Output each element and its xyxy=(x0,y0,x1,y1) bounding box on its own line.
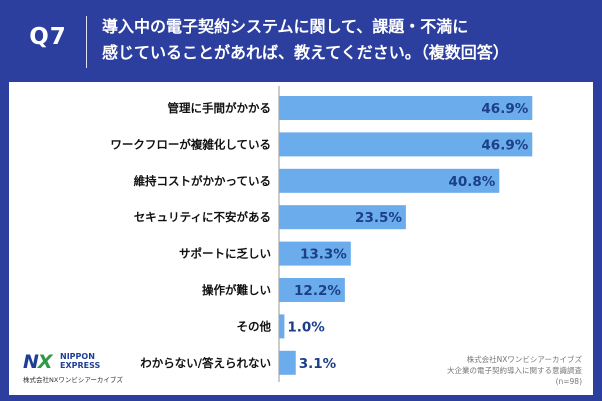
category-label-2: 維持コストがかかっている xyxy=(134,174,271,188)
source-line1: 株式会社NXワンビシアーカイブズ xyxy=(466,355,582,364)
value-label-5: 12.2% xyxy=(294,283,341,299)
logo-mark-n: N xyxy=(23,351,39,373)
value-label-2: 40.8% xyxy=(448,174,495,190)
bar-5 xyxy=(279,278,345,302)
bar-chart: 管理に手間がかかる 46.9% ワークフローが複雑化している 46.9% 維持コストがか… xyxy=(110,86,533,382)
value-label-6: 1.0% xyxy=(287,319,325,335)
question-header: Q7 導入中の電子契約システムに関して、課題・不満に 感じていることがあれば、教… xyxy=(0,0,602,82)
question-line-1: 導入中の電子契約システムに関して、課題・不満に xyxy=(102,17,469,36)
nx-logo-mark: NX xyxy=(23,351,53,373)
bar-3 xyxy=(279,205,406,230)
chart-panel: 管理に手間がかかる 46.9% ワークフローが複雑化している 46.9% 維持コストがか… xyxy=(9,82,593,395)
question-text: 導入中の電子契約システムに関して、課題・不満に 感じていることがあれば、教えてく… xyxy=(102,14,592,66)
bar-4 xyxy=(279,241,351,266)
source-line3: (n=98) xyxy=(555,377,582,386)
source-note: 株式会社NXワンビシアーカイブズ 大企業の電子契約導入に関する意識調査 (n=9… xyxy=(447,354,582,387)
value-label-7: 3.1% xyxy=(299,356,337,372)
source-line2: 大企業の電子契約導入に関する意識調査 xyxy=(447,366,582,375)
category-label-3: セキュリティに不安がある xyxy=(134,210,271,224)
bar-0 xyxy=(279,96,533,120)
logo-name-line1: NIPPON xyxy=(60,352,95,361)
bar-1 xyxy=(279,132,533,157)
question-number: Q7 xyxy=(29,24,67,50)
category-label-5: 操作が難しい xyxy=(202,283,271,297)
logo-mark-x: X xyxy=(37,351,53,373)
bar-6 xyxy=(279,314,285,339)
value-label-3: 23.5% xyxy=(355,210,402,226)
logo-name-line2: EXPRESS xyxy=(60,361,101,370)
header-divider xyxy=(86,16,87,68)
nx-logo-name: NIPPON EXPRESS xyxy=(60,352,100,370)
category-label-6: その他 xyxy=(237,319,272,333)
category-label-0: 管理に手間がかかる xyxy=(168,101,272,115)
category-label-1: ワークフローが複雑化している xyxy=(110,137,271,151)
category-label-4: サポートに乏しい xyxy=(179,247,271,261)
category-label-7: わからない/答えられない xyxy=(140,356,271,370)
logo-company-name: 株式会社NXワンビシアーカイブズ xyxy=(23,376,123,384)
bar-7 xyxy=(279,350,296,375)
value-label-4: 13.3% xyxy=(300,247,347,263)
value-label-0: 46.9% xyxy=(481,101,528,117)
question-line-2: 感じていることがあれば、教えてください。（複数回答） xyxy=(102,43,509,62)
bar-2 xyxy=(279,168,500,193)
value-label-1: 46.9% xyxy=(481,137,528,153)
